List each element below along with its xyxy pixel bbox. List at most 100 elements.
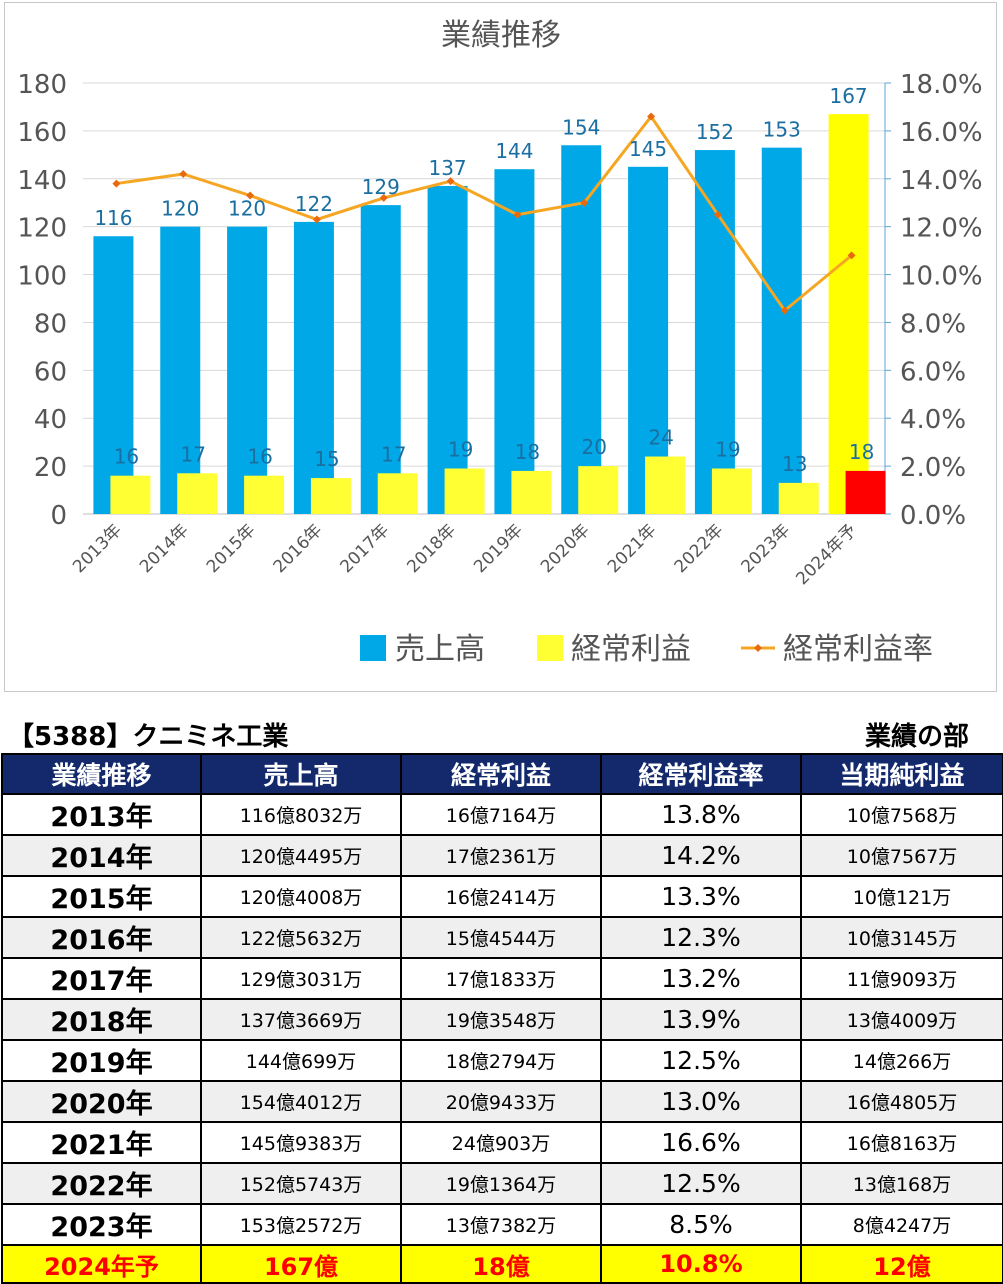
sales-data-label: 153	[763, 118, 801, 142]
x-tick-label: 2013年	[69, 520, 126, 577]
cell-profit-rate: 12.3%	[600, 916, 802, 959]
cell-ordinary-profit: 13億7382万	[400, 1203, 602, 1246]
cell-sales: 144億699万	[200, 1039, 402, 1082]
profit-data-label: 18	[515, 440, 540, 464]
line-marker	[647, 112, 656, 121]
cell-net-income: 12億	[800, 1244, 1003, 1284]
profit-data-label: 19	[715, 438, 740, 462]
cell-net-income: 10億7568万	[800, 793, 1003, 836]
cell-period: 2022年	[1, 1162, 202, 1205]
line-marker	[713, 210, 722, 219]
header-ordinary-profit: 経常利益	[400, 753, 602, 795]
profit-data-label: 18	[849, 440, 874, 464]
sales-data-label: 116	[94, 206, 132, 230]
cell-sales: 116億8032万	[200, 793, 402, 836]
cell-sales: 153億2572万	[200, 1203, 402, 1246]
cell-ordinary-profit: 24億903万	[400, 1121, 602, 1164]
cell-period: 2016年	[1, 916, 202, 959]
cell-sales: 154億4012万	[200, 1080, 402, 1123]
bar-sales	[360, 205, 401, 514]
cell-period: 2020年	[1, 1080, 202, 1123]
sales-data-label: 167	[829, 84, 867, 108]
x-tick-label: 2019年	[470, 520, 527, 577]
cell-sales: 167億	[200, 1244, 402, 1284]
bar-sales	[761, 147, 802, 514]
bar-ordinary-profit	[177, 473, 218, 514]
table-row: 2015年 120億4008万 16億2414万 13.3% 10億121万	[1, 875, 1003, 918]
cell-period: 2018年	[1, 998, 202, 1041]
x-tick-label: 2024年予	[792, 520, 861, 589]
y-right-tick-label: 10.0%	[900, 262, 983, 292]
sales-data-label: 144	[495, 139, 533, 163]
cell-ordinary-profit: 16億2414万	[400, 875, 602, 918]
cell-ordinary-profit: 18億2794万	[400, 1039, 602, 1082]
cell-net-income: 16億8163万	[800, 1121, 1003, 1164]
section-label: 業績の部	[864, 722, 969, 752]
cell-sales: 145億9383万	[200, 1121, 402, 1164]
bar-ordinary-profit	[110, 475, 151, 514]
bar-sales	[160, 226, 201, 514]
bar-sales	[628, 166, 669, 515]
y-left-tick-label: 80	[34, 309, 67, 339]
bar-ordinary-profit	[645, 456, 686, 514]
legend-marker-rate	[754, 644, 762, 652]
header-net-income: 当期純利益	[800, 753, 1003, 795]
table-row: 2018年 137億3669万 19億3548万 13.9% 13億4009万	[1, 998, 1003, 1041]
table-row: 2017年 129億3031万 17億1833万 13.2% 11億9093万	[1, 957, 1003, 1000]
x-tick-label: 2018年	[403, 520, 460, 577]
sales-data-label: 152	[696, 120, 734, 144]
x-tick-label: 2014年	[136, 520, 193, 577]
cell-profit-rate: 12.5%	[600, 1162, 802, 1205]
y-left-tick-label: 40	[34, 405, 67, 435]
line-marker	[379, 193, 388, 202]
cell-profit-rate: 16.6%	[600, 1121, 802, 1164]
cell-net-income: 13億4009万	[800, 998, 1003, 1041]
line-marker	[847, 251, 856, 260]
bar-ordinary-profit	[244, 475, 285, 514]
table-row: 2019年 144億699万 18億2794万 12.5% 14億266万	[1, 1039, 1003, 1082]
y-left-tick-label: 120	[17, 214, 67, 244]
profit-data-label: 17	[381, 442, 406, 466]
cell-profit-rate: 8.5%	[600, 1203, 802, 1246]
cell-profit-rate: 14.2%	[600, 834, 802, 877]
bar-ordinary-profit	[511, 470, 552, 514]
sales-data-label: 137	[428, 156, 466, 180]
cell-net-income: 16億4805万	[800, 1080, 1003, 1123]
line-profit-rate	[116, 113, 853, 313]
header-period: 業績推移	[1, 753, 202, 795]
table-row: 2020年 154億4012万 20億9433万 13.0% 16億4805万	[1, 1080, 1003, 1123]
x-tick-label: 2017年	[337, 520, 394, 577]
y-left-tick-label: 60	[34, 357, 67, 387]
cell-profit-rate: 13.2%	[600, 957, 802, 1000]
x-tick-label: 2022年	[671, 520, 728, 577]
cell-sales: 137億3669万	[200, 998, 402, 1041]
cell-sales: 122億5632万	[200, 916, 402, 959]
cell-profit-rate: 10.8%	[600, 1244, 802, 1284]
x-tick-label: 2020年	[537, 520, 594, 577]
table-row: 2022年 152億5743万 19億1364万 12.5% 13億168万	[1, 1162, 1003, 1205]
cell-net-income: 10億121万	[800, 875, 1003, 918]
y-right-tick-label: 12.0%	[900, 214, 983, 244]
legend-swatch-sales	[360, 635, 386, 661]
bar-sales	[227, 226, 268, 514]
cell-sales: 120億4495万	[200, 834, 402, 877]
chart-title: 業績推移	[441, 18, 561, 53]
cell-ordinary-profit: 20億9433万	[400, 1080, 602, 1123]
cell-net-income: 8億4247万	[800, 1203, 1003, 1246]
x-tick-label: 2016年	[270, 520, 327, 577]
bar-ordinary-profit	[711, 468, 752, 514]
cell-net-income: 13億168万	[800, 1162, 1003, 1205]
bar-ordinary-profit	[845, 470, 886, 514]
line-marker	[446, 177, 455, 186]
legend-swatch-profit	[537, 635, 563, 661]
bar-ordinary-profit	[778, 482, 819, 514]
y-left-tick-label: 180	[17, 70, 67, 100]
legend-label-profit: 経常利益	[571, 632, 691, 667]
y-left-tick-label: 100	[17, 262, 67, 292]
company-label: 【5388】クニミネ工業	[8, 722, 289, 752]
table-row: 2021年 145億9383万 24億903万 16.6% 16億8163万	[1, 1121, 1003, 1164]
cell-period: 2021年	[1, 1121, 202, 1164]
performance-chart: 0 20 40 60 80 100 120 140 160 180 0.0% 2.0% 4.0% 6.0%…	[17, 18, 983, 667]
cell-profit-rate: 13.9%	[600, 998, 802, 1041]
bar-sales	[494, 169, 535, 514]
